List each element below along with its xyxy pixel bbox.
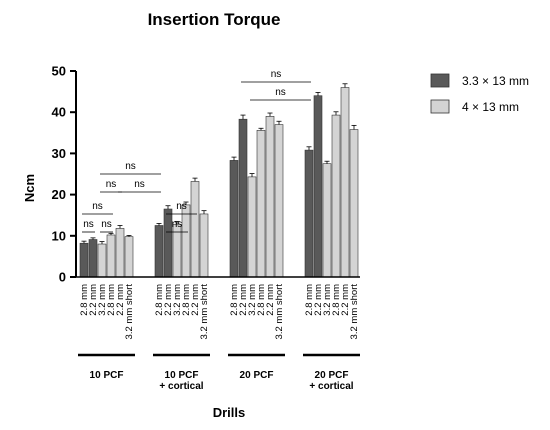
bar [154, 225, 164, 278]
x-tick-label: 2.8 mm [154, 284, 165, 316]
significance-label: ns [106, 179, 117, 190]
x-tick-label: 3.2 mm [247, 284, 258, 316]
bar [340, 87, 350, 278]
x-axis-label: Drills [213, 405, 246, 420]
bar [331, 114, 341, 278]
y-tick-label: 10 [52, 228, 66, 243]
legend: 3.3 × 13 mm 4 × 13 mm [430, 73, 529, 114]
x-tick-label: 3.2 mm short [124, 284, 135, 340]
x-tick-label: 2.2 mm [190, 284, 201, 316]
significance-label: ns [92, 201, 103, 212]
bar [247, 176, 257, 278]
x-tick-label: 2.8 mm [256, 284, 267, 316]
x-tick-label: 3.2 mm [97, 284, 108, 316]
bar [181, 204, 191, 278]
bar [229, 160, 239, 278]
group-label: + cortical [309, 381, 353, 392]
bar [265, 116, 275, 278]
significance-label: ns [271, 69, 282, 80]
x-tick-label: 2.2 mm [238, 284, 249, 316]
bar [313, 95, 323, 278]
significance-label: ns [176, 201, 187, 212]
x-tick-label: 2.8 mm [79, 284, 90, 316]
bar [274, 124, 284, 278]
bar [238, 118, 248, 278]
x-tick-label: 2.2 mm [313, 284, 324, 316]
legend-swatch [430, 99, 450, 114]
group-label: 20 PCF [315, 370, 349, 381]
x-tick-label: 2.2 mm [115, 284, 126, 316]
x-tick-label: 2.2 mm [163, 284, 174, 316]
x-tick-label: 3.2 mm [322, 284, 333, 316]
significance-label: ns [101, 219, 112, 230]
bar [115, 228, 125, 278]
bar [199, 213, 209, 278]
x-tick-label: 2.8 mm [181, 284, 192, 316]
legend-label: 4 × 13 mm [462, 100, 519, 114]
bar [79, 242, 89, 278]
bar [97, 243, 107, 278]
bar [124, 236, 134, 278]
significance-label: ns [134, 179, 145, 190]
x-tick-label: 3.2 mm short [199, 284, 210, 340]
legend-label: 3.3 × 13 mm [462, 74, 529, 88]
x-tick-label: 2.2 mm [340, 284, 351, 316]
bar [190, 181, 200, 278]
y-tick-label: 20 [52, 187, 66, 202]
significance-label: ns [275, 87, 286, 98]
x-tick-label: 2.8 mm [106, 284, 117, 316]
chart-title: Insertion Torque [148, 10, 281, 29]
legend-swatch [430, 73, 450, 88]
x-tick-label: 3.2 mm short [274, 284, 285, 340]
y-tick-label: 50 [52, 64, 66, 79]
group-label: 20 PCF [240, 370, 274, 381]
y-tick-label: 0 [59, 270, 66, 285]
bar [322, 163, 332, 278]
x-tick-label: 2.2 mm [265, 284, 276, 316]
bar [304, 149, 314, 278]
bar [256, 130, 266, 278]
y-tick-label: 30 [52, 146, 66, 161]
significance-label: ns [172, 219, 183, 230]
group-label: + cortical [159, 381, 203, 392]
bar [88, 239, 98, 278]
x-tick-label: 2.8 mm [331, 284, 342, 316]
y-axis-label: Ncm [22, 174, 37, 202]
significance-label: ns [83, 219, 94, 230]
significance-label: ns [125, 161, 136, 172]
x-tick-label: 2.2 mm [88, 284, 99, 316]
group-label: 10 PCF [165, 370, 199, 381]
group-label: 10 PCF [90, 370, 124, 381]
x-tick-label: 3.2 mm short [349, 284, 360, 340]
bar [349, 129, 359, 278]
x-tick-label: 2.8 mm [229, 284, 240, 316]
x-tick-label: 3.2 mm [172, 284, 183, 316]
y-tick-label: 40 [52, 105, 66, 120]
x-tick-label: 2.8 mm [304, 284, 315, 316]
bar [106, 234, 116, 278]
